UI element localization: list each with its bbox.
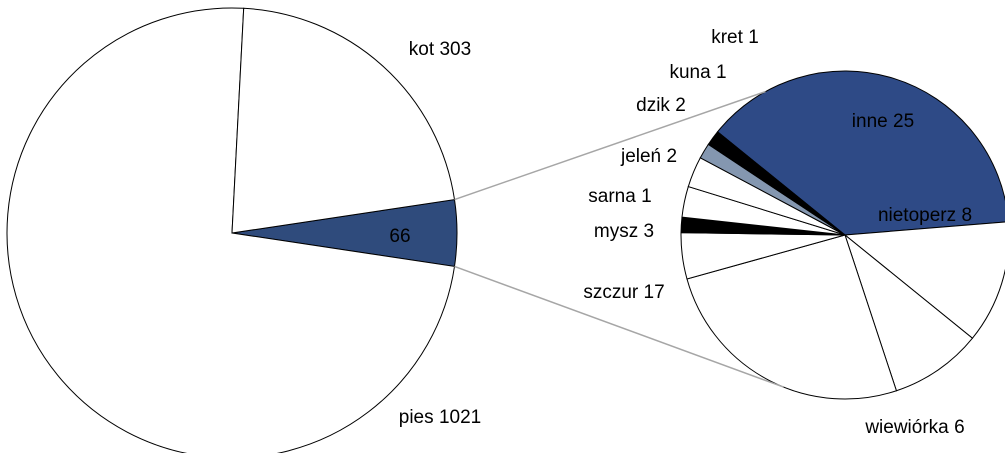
data-label: mysz 3 bbox=[594, 221, 654, 242]
pie-slice bbox=[231, 7, 456, 234]
label-category: sarna bbox=[588, 186, 636, 207]
label-value: 1021 bbox=[439, 407, 481, 428]
data-label: pies 1021 bbox=[399, 407, 481, 428]
label-value: 1 bbox=[641, 186, 652, 207]
label-category: inne bbox=[852, 111, 888, 132]
pie-slice bbox=[843, 233, 974, 392]
label-category: jeleń bbox=[620, 146, 661, 167]
data-label: sarna 1 bbox=[588, 186, 651, 207]
label-category: mysz bbox=[594, 221, 638, 242]
label-category: pies bbox=[399, 407, 434, 428]
label-value: 25 bbox=[893, 111, 914, 132]
label-category: dzik bbox=[636, 95, 670, 116]
label-value: 2 bbox=[675, 95, 686, 116]
data-label: kot 303 bbox=[409, 39, 471, 60]
pie-slice bbox=[843, 221, 1005, 339]
pie-slice bbox=[686, 234, 898, 400]
label-value: 8 bbox=[961, 205, 972, 226]
connector-line bbox=[454, 265, 784, 388]
label-category: nietoperz bbox=[878, 205, 956, 226]
label-category: kret bbox=[711, 27, 743, 48]
label-value: 3 bbox=[644, 221, 655, 242]
label-value: 1 bbox=[716, 62, 727, 83]
label-category: wiewiórka bbox=[864, 417, 949, 438]
pie-slice bbox=[707, 131, 846, 236]
label-category: kot bbox=[409, 39, 435, 60]
label-value: 17 bbox=[644, 282, 665, 303]
data-label: kret 1 bbox=[711, 27, 759, 48]
label-value: 1 bbox=[748, 27, 759, 48]
pie-slice bbox=[716, 70, 1005, 236]
data-label: dzik 2 bbox=[636, 95, 686, 116]
label-value: 6 bbox=[954, 417, 965, 438]
label-category: kuna bbox=[669, 62, 711, 83]
data-label: szczur 17 bbox=[583, 282, 664, 303]
label-category: szczur bbox=[583, 282, 639, 303]
label-value: 66 bbox=[389, 226, 410, 247]
data-label: wiewiórka 6 bbox=[864, 417, 964, 438]
label-value: 2 bbox=[666, 146, 677, 167]
data-label: kuna 1 bbox=[669, 62, 726, 83]
data-label: 66 bbox=[389, 226, 410, 247]
data-label: jeleń 2 bbox=[620, 146, 677, 167]
label-value: 303 bbox=[439, 39, 471, 60]
data-label: inne 25 bbox=[852, 111, 914, 132]
connector-line bbox=[454, 90, 766, 201]
data-label: nietoperz 8 bbox=[878, 205, 972, 226]
pie-slice bbox=[6, 7, 456, 453]
